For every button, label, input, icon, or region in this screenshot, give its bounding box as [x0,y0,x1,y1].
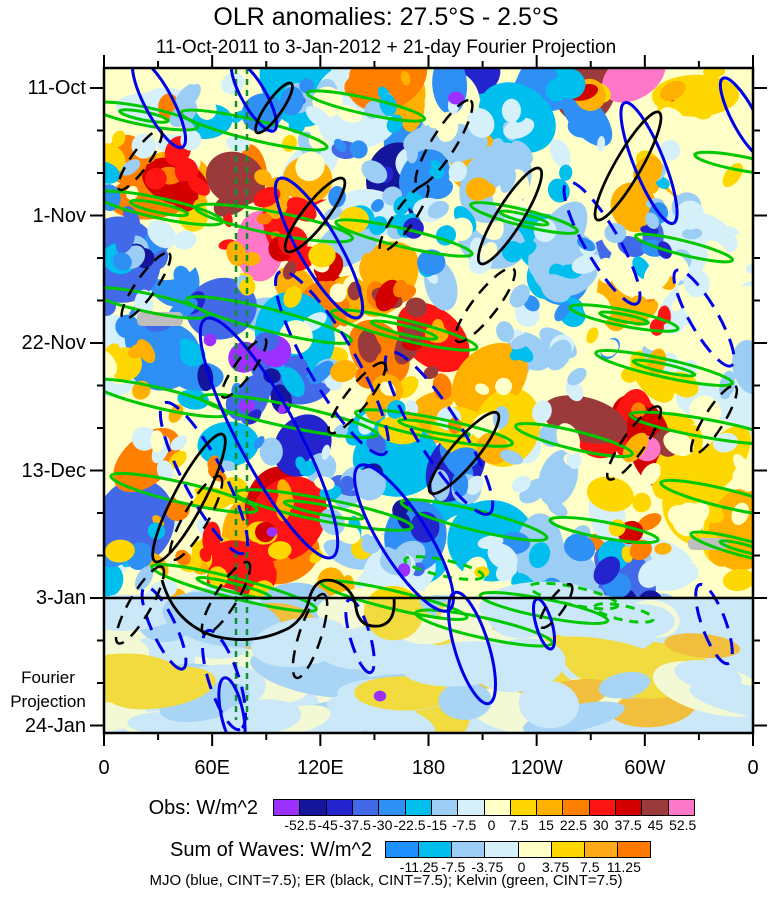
y-tick-label: 22-Nov [21,332,86,354]
fourier-projection-note-line2: Projection [10,692,86,711]
obs-bar-cell [536,799,564,816]
obs-ticks-label: 37.5 [614,817,642,833]
obs-bar-cell [588,799,617,816]
obs-ticks-label: 0 [487,817,496,833]
obs-bar-cell [325,799,353,816]
obs-ticks-label: -15 [426,817,447,833]
x-tick-label: 180 [411,757,446,779]
legend-caption: MJO (blue, CINT=7.5); ER (black, CINT=7.… [149,872,623,889]
axis-ticks [90,55,767,746]
x-tick-label: 0 [747,757,759,779]
obs-colorbar-title: Obs: W/m^2 [148,797,258,819]
x-tick-label: 60W [624,757,666,779]
mjo-contours [130,68,753,733]
x-tick-label: 0 [98,757,110,779]
x-tick-label: 60E [194,757,230,779]
obs-bar-cell [667,799,695,816]
waves-ticks-label: -11.25 [399,859,439,875]
obs-ticks-label: -22.5 [393,817,426,833]
obs-ticks-label: 7.5 [509,817,529,833]
obs-bar-cell [273,799,301,816]
waves-colorbar-title: Sum of Waves: W/m^2 [169,839,372,861]
x-tick-label: 120E [296,757,344,779]
obs-ticks-label: 30 [592,817,609,833]
obs-bar-cell [457,799,485,816]
obs-ticks-label: -30 [372,817,393,833]
waves-ticks-label: 0 [517,859,526,875]
waves-colorbar [385,841,658,858]
obs-bar-cell [299,799,327,816]
waves-ticks-label: -3.75 [471,859,504,875]
obs-bar-cell [404,799,432,816]
chart-subtitle: 11-Oct-2011 to 3-Jan-2012 + 21-day Fouri… [155,37,617,58]
obs-ticks-label: -45 [317,817,338,833]
chart-title: OLR anomalies: 27.5°S - 2.5°S [213,3,559,31]
waves-bar-cell [616,841,651,858]
obs-bar-cell [509,799,538,816]
fourier-projection-note-line1: Fourier [21,668,75,687]
waves-bar-cell [451,841,486,858]
obs-ticks-label: 45 [647,817,664,833]
obs-bar-cell [641,799,669,816]
y-tick-label: 13-Dec [21,459,86,482]
y-tick-label: 24-Jan [24,714,86,737]
waves-bar-cell [517,841,552,858]
waves-bar-cell [583,841,618,858]
waves-ticks-label: 11.25 [606,859,641,875]
waves-ticks-label: 7.5 [580,859,600,875]
er-wave-contours [114,81,739,680]
waves-bar-cell [385,841,420,858]
obs-ticks-label: -52.5 [284,817,317,833]
x-tick-label: 120W [510,757,563,779]
waves-ticks-label: -7.5 [441,859,466,875]
obs-colorbar [273,799,710,816]
hovmoller-plot [90,55,767,746]
kelvin-wave-contours [104,68,753,720]
obs-bar-cell [430,799,459,816]
obs-ticks-label: 15 [538,817,554,833]
obs-bar-cell [351,799,380,816]
waves-ticks-label: 3.75 [542,859,570,875]
waves-bar-cell [418,841,453,858]
obs-ticks-label: 22.5 [559,817,588,833]
y-tick-label: 1-Nov [32,204,86,227]
obs-bar-cell [615,799,643,816]
waves-bar-cell [484,841,519,858]
obs-bar-cell [562,799,590,816]
waves-bar-cell [550,841,585,858]
obs-bar-cell [483,799,511,816]
obs-bar-cell [378,799,406,816]
obs-ticks-label: -7.5 [452,817,477,833]
y-tick-label: 11-Oct [27,77,86,99]
obs-ticks-label: 52.5 [669,817,697,833]
obs-ticks-label: -37.5 [338,817,371,833]
olr-anomaly-field [104,68,753,733]
y-tick-label: 3-Jan [35,587,86,609]
